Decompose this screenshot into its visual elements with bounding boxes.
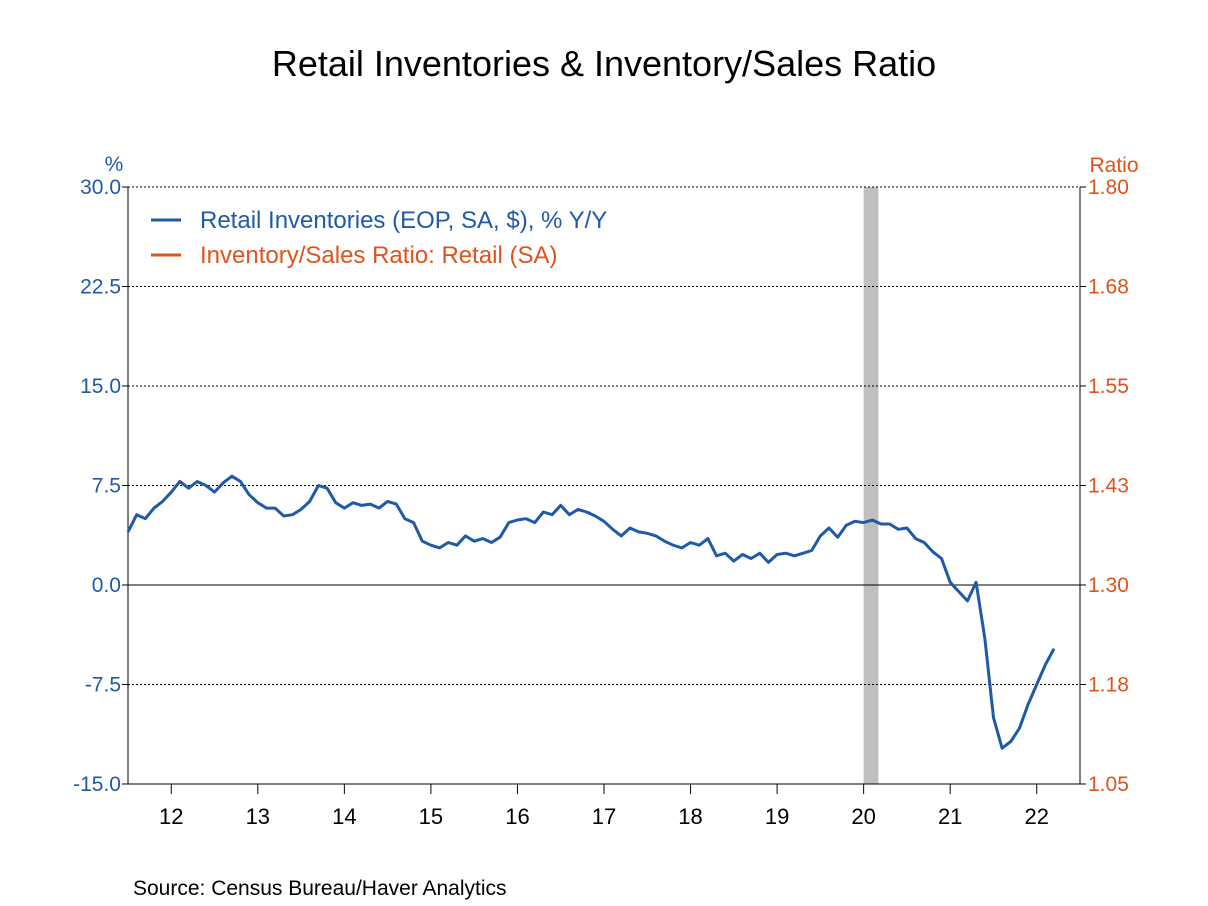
- chart-title: Retail Inventories & Inventory/Sales Rat…: [272, 43, 936, 84]
- right-axis-label: Ratio: [1089, 154, 1138, 177]
- right-tick-label: 1.43: [1088, 475, 1129, 498]
- series-line-inventories: [126, 474, 1056, 750]
- left-tick-label: 0.0: [92, 574, 121, 597]
- x-tick-label: 19: [765, 804, 789, 829]
- x-tick-label: 17: [592, 804, 616, 829]
- x-tick-label: 22: [1024, 804, 1048, 829]
- x-tick-label: 21: [938, 804, 962, 829]
- legend: Retail Inventories (EOP, SA, $), % Y/Y I…: [151, 207, 607, 269]
- legend-label-ratio: Inventory/Sales Ratio: Retail (SA): [200, 242, 557, 269]
- right-tick-label: 1.18: [1088, 674, 1129, 697]
- x-tick-label: 18: [678, 804, 702, 829]
- x-tick-label: 12: [159, 804, 183, 829]
- recession-band-rect: [863, 187, 879, 784]
- right-tick-label: 1.80: [1088, 176, 1129, 199]
- left-axis-label: %: [105, 153, 124, 176]
- left-tick-label: 22.5: [80, 276, 121, 299]
- left-tick-label: 7.5: [92, 475, 121, 498]
- right-axis-ticks: 1.80 1.68 1.55 1.43 1.30 1.18 1.05: [1080, 176, 1129, 796]
- x-tick-label: 13: [246, 804, 270, 829]
- right-tick-label: 1.05: [1088, 773, 1129, 796]
- series-lines: [126, 474, 1056, 750]
- right-tick-label: 1.30: [1088, 574, 1129, 597]
- right-tick-label: 1.68: [1088, 276, 1129, 299]
- x-axis-ticks: 12 13 14 15 16 17 18 19 20 21 22: [159, 784, 1049, 829]
- recession-band: [863, 187, 879, 784]
- x-tick-label: 15: [419, 804, 443, 829]
- x-tick-label: 20: [851, 804, 875, 829]
- left-axis-ticks: 30.0 22.5 15.0 7.5 0.0 -7.5 -15.0: [73, 176, 128, 796]
- left-tick-label: 30.0: [80, 176, 121, 199]
- left-tick-label: -15.0: [73, 773, 121, 796]
- left-tick-label: 15.0: [80, 375, 121, 398]
- x-tick-label: 14: [332, 804, 356, 829]
- x-tick-label: 16: [505, 804, 529, 829]
- grid-lines: [128, 186, 1080, 685]
- source-note: Source: Census Bureau/Haver Analytics: [133, 877, 507, 900]
- legend-label-inventories: Retail Inventories (EOP, SA, $), % Y/Y: [200, 207, 607, 234]
- right-tick-label: 1.55: [1088, 375, 1129, 398]
- left-tick-label: -7.5: [85, 674, 121, 697]
